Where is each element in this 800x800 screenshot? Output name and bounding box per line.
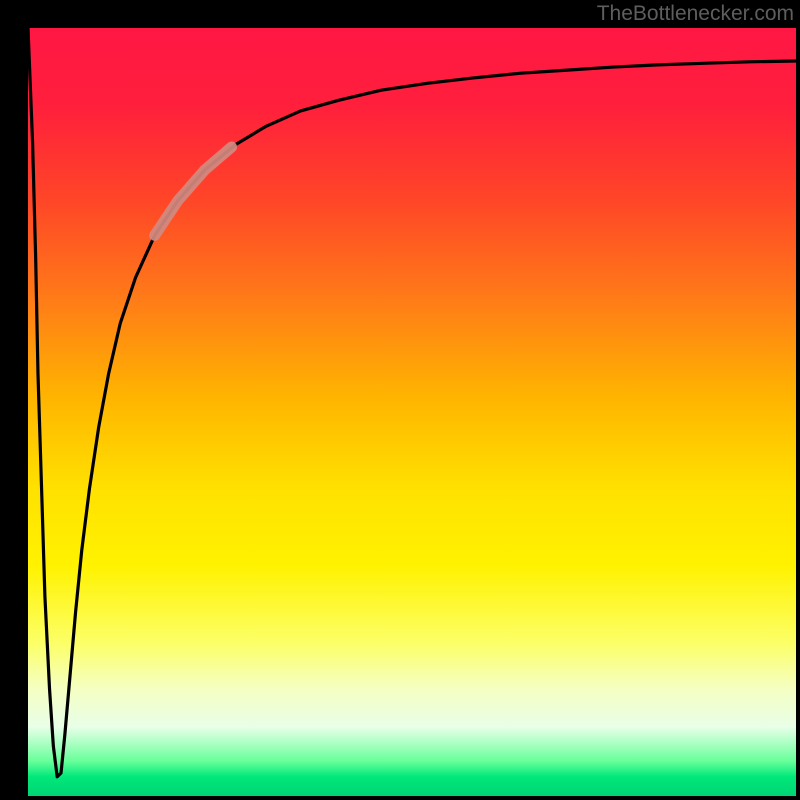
watermark-text: TheBottlenecker.com <box>597 2 794 26</box>
highlight-segment <box>155 147 232 235</box>
plot-area <box>28 28 796 796</box>
bottleneck-curve <box>28 28 796 777</box>
plot-curves <box>28 28 796 796</box>
chart-frame: TheBottlenecker.com <box>0 0 800 800</box>
